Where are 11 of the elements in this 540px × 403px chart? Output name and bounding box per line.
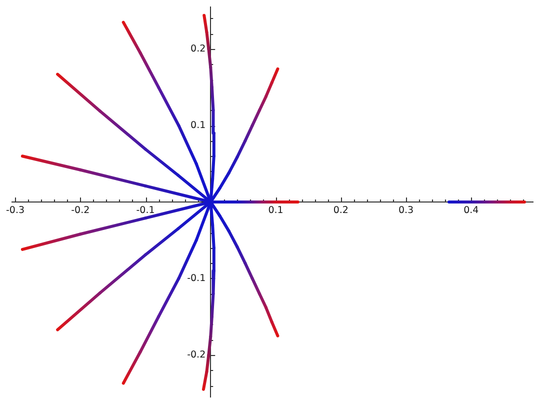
x-tick-label: -0.2	[71, 205, 90, 216]
x-tick-label: -0.1	[136, 205, 155, 216]
y-tick-label: 0.1	[190, 120, 206, 131]
y-tick-label: 0.2	[190, 44, 206, 55]
x-tick-label: 0.2	[333, 205, 348, 216]
y-tick-label: -0.2	[187, 349, 206, 360]
x-tick-label: 0.4	[464, 205, 479, 216]
y-tick-label: -0.1	[187, 272, 206, 284]
x-tick-label: 0.3	[398, 205, 414, 216]
x-tick-label: 0.1	[268, 205, 284, 216]
x-tick-label: -0.3	[6, 205, 25, 216]
